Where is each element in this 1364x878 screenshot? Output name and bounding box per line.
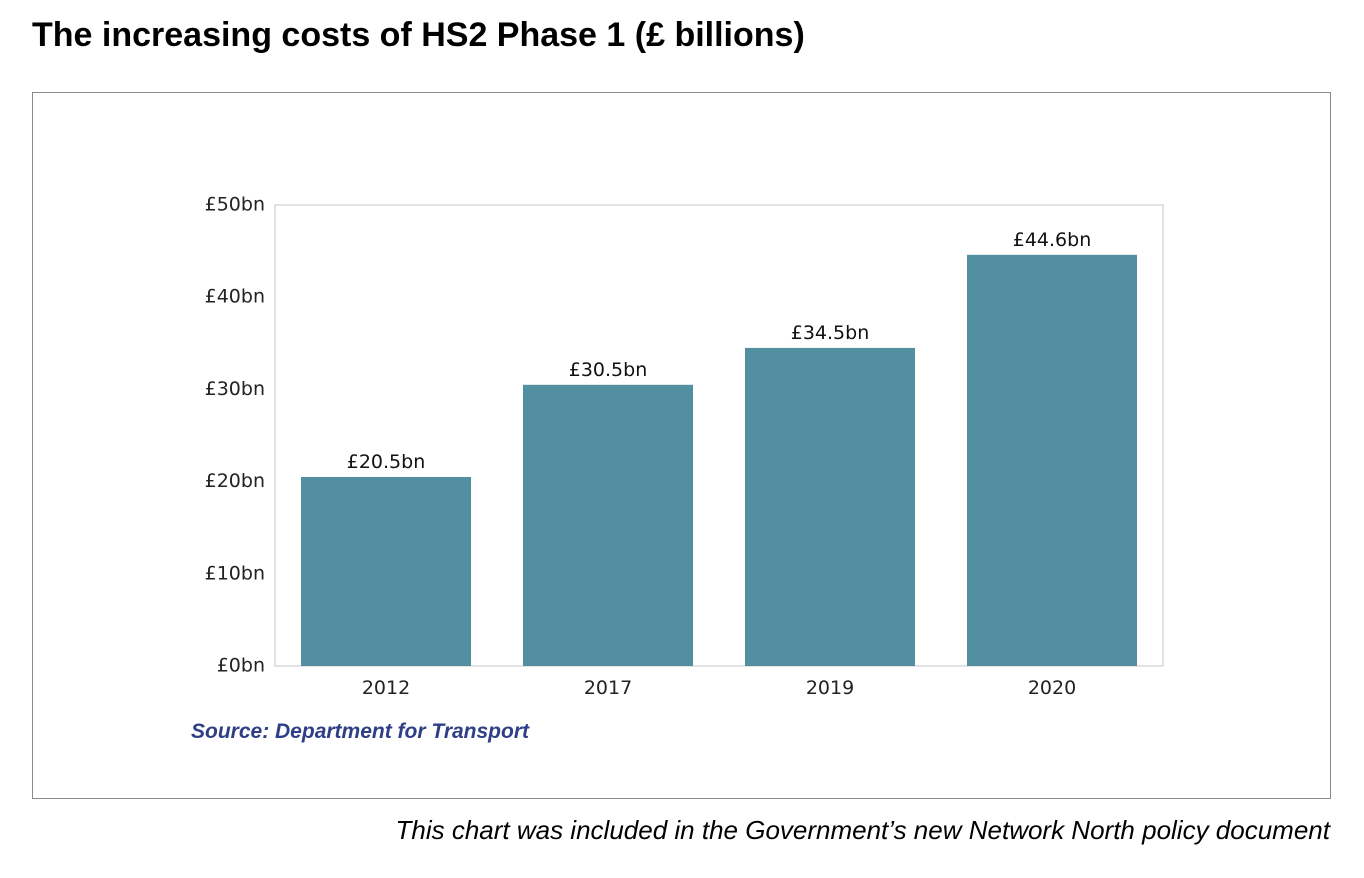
bar-chart: £0bn £10bn £20bn £30bn £40bn £50bn £20.5bn £30…	[205, 194, 1164, 699]
data-labels-group: £20.5bn £30.5bn £34.5bn £44.6bn	[347, 229, 1092, 473]
data-label: £44.6bn	[1013, 229, 1092, 251]
page-title: The increasing costs of HS2 Phase 1 (£ b…	[32, 16, 805, 54]
plot-area	[274, 204, 1164, 667]
bar-2019	[745, 347, 915, 666]
bar-2017	[523, 384, 693, 666]
x-axis: 2012 2017 2019 2020	[362, 677, 1076, 699]
y-tick-label: £30bn	[205, 378, 265, 400]
y-tick-label: £40bn	[205, 286, 265, 308]
x-tick-label: 2019	[806, 677, 854, 699]
y-axis: £0bn £10bn £20bn £30bn £40bn £50bn	[205, 194, 265, 677]
source-note: Source: Department for Transport	[191, 720, 529, 743]
x-tick-label: 2020	[1028, 677, 1076, 699]
chart-frame: £0bn £10bn £20bn £30bn £40bn £50bn £20.5bn £30…	[32, 92, 1331, 799]
x-tick-label: 2017	[584, 677, 632, 699]
y-tick-label: £50bn	[205, 194, 265, 216]
caption: This chart was included in the Governmen…	[395, 815, 1330, 845]
data-label: £34.5bn	[791, 322, 870, 344]
y-tick-label: £10bn	[205, 562, 265, 584]
y-tick-label: £0bn	[217, 655, 265, 677]
bar-2020	[967, 254, 1137, 666]
bar-2012	[301, 476, 471, 666]
x-tick-label: 2012	[362, 677, 410, 699]
bars-group	[301, 254, 1137, 666]
y-tick-label: £20bn	[205, 470, 265, 492]
data-label: £20.5bn	[347, 451, 426, 473]
data-label: £30.5bn	[569, 359, 648, 381]
